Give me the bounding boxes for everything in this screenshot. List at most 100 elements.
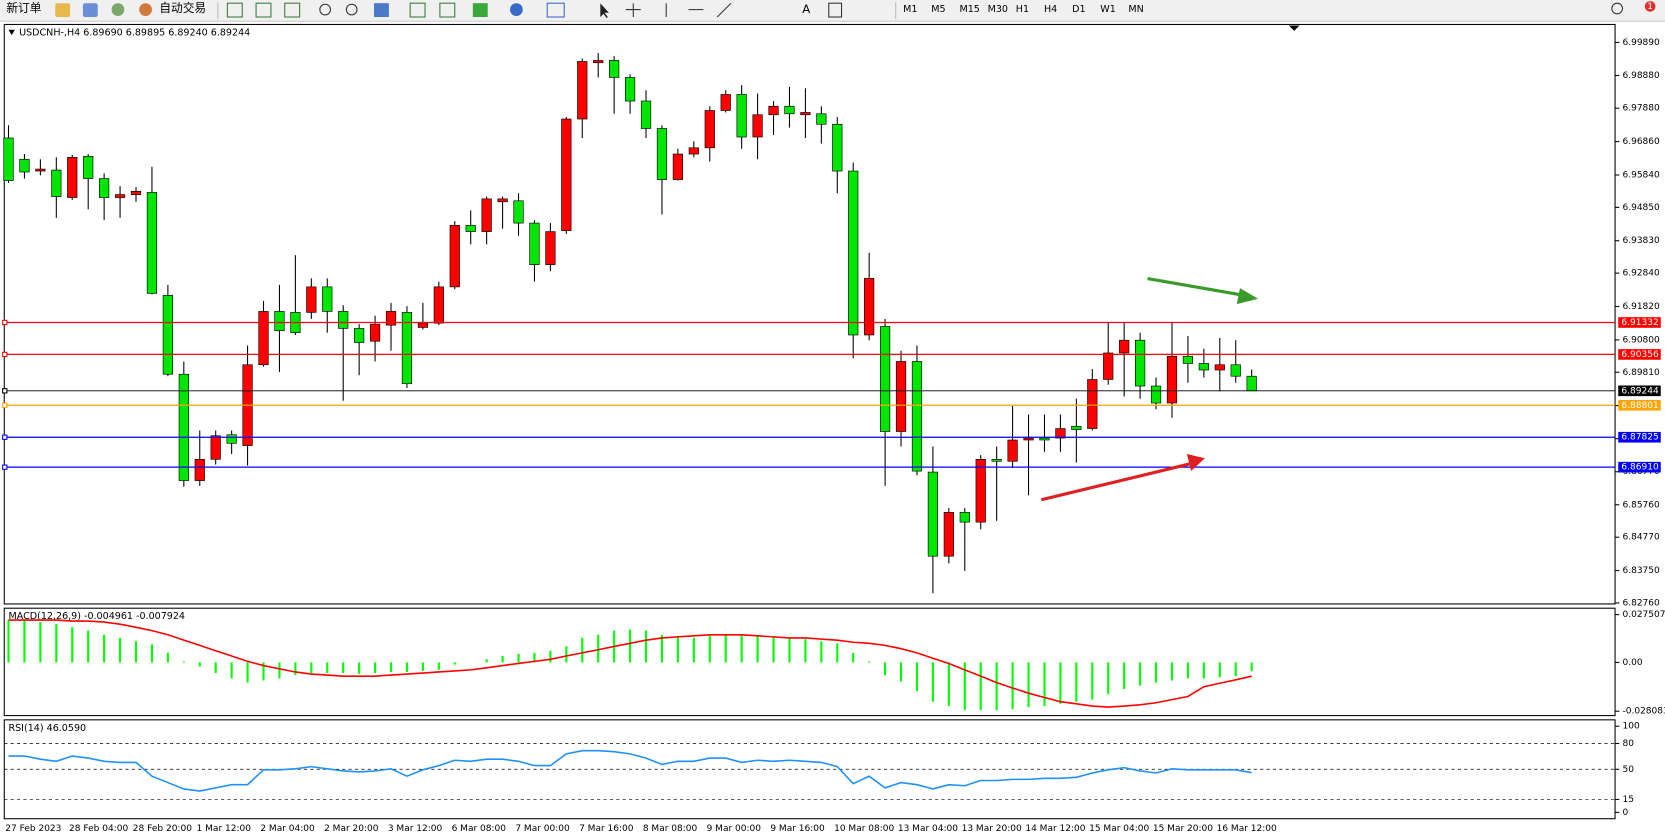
candle-body [816,113,827,125]
timeframe-button[interactable]: H4 [1044,4,1057,15]
candle-body [114,194,126,198]
notification-badge[interactable] [1644,1,1656,12]
red-arrow [1040,462,1192,502]
timeframe-button[interactable]: M30 [988,4,1008,15]
y-tick-label: 6.91820 [1622,302,1660,312]
candle-body [1023,437,1034,441]
candle-body [497,198,508,203]
x-tick-label: 9 Mar 00:00 [707,824,762,834]
trendline-tool[interactable] [716,2,732,18]
icon[interactable] [284,2,301,18]
candle-body [306,286,317,313]
candle-body [1198,363,1209,371]
candle-body [258,311,269,366]
candle-body [656,128,668,180]
candle-body [1119,339,1130,354]
candle-body [593,60,604,64]
timeframe-button[interactable]: M15 [959,4,979,15]
rsi-line [8,749,1252,792]
level-label-bg [1618,461,1661,473]
main-panel [3,23,1616,605]
candle-body [752,114,763,138]
x-tick-label: 7 Mar 00:00 [515,824,570,834]
search-icon[interactable] [1611,2,1624,15]
red-arrow-head [1186,454,1205,472]
timeframe-button[interactable]: M5 [931,4,945,15]
green-arrow [1147,277,1246,298]
candle-body [561,118,572,231]
level-label: 6.89244 [1621,386,1659,396]
candle-body [609,60,620,78]
level-label-bg [1618,385,1661,397]
candle-body [449,225,460,288]
candle-body [481,198,492,232]
x-tick-label: 15 Mar 04:00 [1089,824,1149,834]
icon[interactable] [439,2,456,18]
candle-body [210,435,221,460]
candle-body [768,105,779,116]
x-tick-label: 14 Mar 12:00 [1025,824,1085,834]
candle-body [975,459,986,523]
icon[interactable] [111,3,125,16]
candle-body [1150,385,1162,404]
icon[interactable] [546,2,565,18]
icon[interactable] [226,2,243,18]
green-arrow-head [1236,288,1259,305]
x-tick-label: 28 Feb 04:00 [69,824,128,834]
timeframe-button[interactable]: MN [1128,4,1143,15]
level-label: 6.88801 [1621,401,1658,411]
y-tick-label: 6.85760 [1622,500,1660,510]
y-tick-label: 0.00 [1622,658,1642,668]
icon[interactable] [472,3,488,18]
y-tick-label: 6.98880 [1622,71,1660,81]
x-tick-label: 2 Mar 04:00 [260,824,315,834]
icon[interactable] [255,2,272,18]
y-tick-label: 0.027507 [1622,610,1665,620]
x-tick-label: 8 Mar 08:00 [643,824,698,834]
icon[interactable] [374,3,389,18]
text-tool[interactable]: A [802,2,810,16]
timeframe-button[interactable]: M1 [903,4,917,15]
candle-body [991,459,1002,462]
level-label: 6.86910 [1621,463,1659,473]
zoom-in[interactable] [319,3,331,16]
candle-body [354,328,365,343]
candle-body [832,123,843,172]
y-tick-label: 6.97880 [1622,104,1660,114]
icon[interactable] [82,3,98,18]
new-order-button[interactable]: 新订单 [6,1,41,15]
x-tick-label: 10 Mar 08:00 [834,824,894,834]
candle-body [1182,355,1194,364]
candle-body [640,100,652,129]
timeframes: M1 M5 M15 M30 H1 H4 D1 W1 MN [903,4,1144,15]
chart-shift-marker [1288,25,1300,31]
timeframe-button[interactable]: D1 [1072,4,1085,15]
rsi-header: RSI(14) 46.0590 [9,723,87,734]
timeframe-button[interactable]: H1 [1016,4,1029,15]
level-marker [2,402,8,408]
auto-trading-button[interactable]: 自动交易 [159,1,206,15]
level-label-bg [1618,317,1661,328]
crosshair-tool[interactable] [625,3,641,18]
candle-body [1071,425,1082,430]
candle-body [385,311,397,326]
candle-body [226,434,237,444]
candle-body [35,168,46,172]
candle-body [338,311,349,329]
candle-body [784,105,795,115]
candle-body [895,361,907,432]
timeframe-button[interactable]: W1 [1100,4,1116,15]
candle-body [800,112,811,116]
icon[interactable] [409,2,426,18]
zoom-out[interactable] [345,3,358,16]
label-tool[interactable] [828,2,843,18]
icon[interactable] [139,3,152,16]
candle-body [19,158,30,173]
icon[interactable] [510,3,523,16]
cursor-tool[interactable] [600,3,609,19]
y-tick-label: 6.84770 [1622,533,1660,543]
icon[interactable] [55,3,71,18]
x-tick-label: 6 Mar 08:00 [452,824,507,834]
y-tick-label: 6.94850 [1622,203,1660,213]
candle-body [529,222,540,265]
